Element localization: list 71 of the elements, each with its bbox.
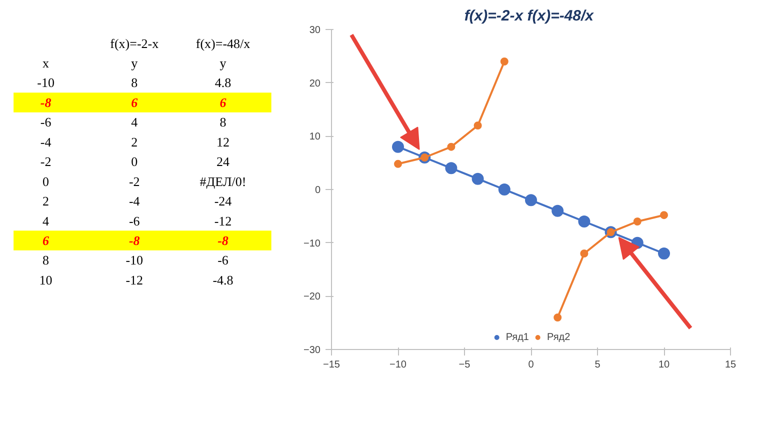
text: 6	[42, 232, 50, 248]
x-tick-label: −15	[323, 360, 340, 370]
point	[445, 162, 458, 174]
text: -24	[214, 194, 232, 209]
text: #ДЕЛ/0!	[200, 174, 246, 189]
text: 4	[131, 114, 138, 130]
point	[392, 140, 404, 153]
point	[580, 250, 588, 258]
text: 10	[39, 272, 52, 288]
point	[633, 218, 642, 226]
y-tick-label: 0	[314, 185, 321, 196]
text: 8	[131, 75, 138, 90]
text: 6	[220, 94, 227, 110]
text: 12	[216, 134, 230, 150]
y-tick-label: 20	[309, 78, 321, 90]
x-tick-label: −10	[390, 360, 407, 370]
legend-label: Ряд2	[547, 332, 570, 342]
text: -8	[218, 232, 229, 248]
text: 24	[216, 154, 230, 170]
x-tick-label: 10	[658, 360, 670, 370]
text: y	[131, 56, 138, 71]
x-tick-label: −5	[458, 360, 471, 370]
chart-title: f(x)=-2-x f(x)=-48/x	[464, 8, 594, 24]
y-tick-label: −20	[304, 292, 321, 303]
text: -2	[40, 154, 52, 170]
text: -6	[218, 252, 229, 268]
text: f(x)=-48/x	[196, 36, 251, 51]
point	[658, 248, 670, 260]
text: f(x)=-2-x	[110, 36, 160, 51]
point	[474, 122, 482, 130]
text: 8	[42, 252, 50, 268]
legend-label: Ряд1	[506, 332, 529, 342]
text: -4	[40, 134, 52, 150]
text: y	[220, 56, 227, 71]
text: -4	[128, 194, 140, 209]
text: -10	[126, 252, 144, 268]
text: 0	[131, 154, 138, 170]
text: 2	[131, 134, 138, 150]
y-tick-label: −30	[304, 345, 321, 356]
point	[554, 314, 562, 322]
y-tick-label: 10	[309, 132, 321, 143]
x-tick-label: 15	[724, 360, 736, 370]
text: 8	[220, 114, 226, 130]
text: -12	[214, 213, 232, 228]
point	[500, 58, 508, 66]
text: 0	[42, 174, 50, 189]
point	[552, 204, 564, 217]
point	[394, 160, 402, 168]
text: 4.8	[214, 75, 232, 90]
x-tick-label: 5	[594, 360, 601, 370]
point	[447, 142, 456, 151]
text: 6	[131, 94, 138, 110]
text: 2	[42, 194, 50, 209]
text: 4	[42, 213, 50, 228]
text: -6	[128, 213, 140, 228]
point	[525, 194, 537, 206]
y-tick-label: 30	[309, 25, 321, 36]
text: -6	[40, 114, 52, 130]
point	[578, 216, 590, 228]
x-tick-label: 0	[528, 360, 534, 370]
point	[498, 184, 510, 196]
text: -10	[37, 75, 54, 90]
point	[472, 172, 484, 185]
y-tick-label: −10	[304, 238, 321, 250]
text: -2	[128, 174, 140, 189]
point	[660, 211, 668, 220]
text: x	[42, 56, 50, 71]
text: -4.8	[212, 272, 234, 288]
text: -8	[128, 232, 140, 248]
text: -12	[126, 272, 144, 288]
text: -8	[40, 94, 52, 110]
